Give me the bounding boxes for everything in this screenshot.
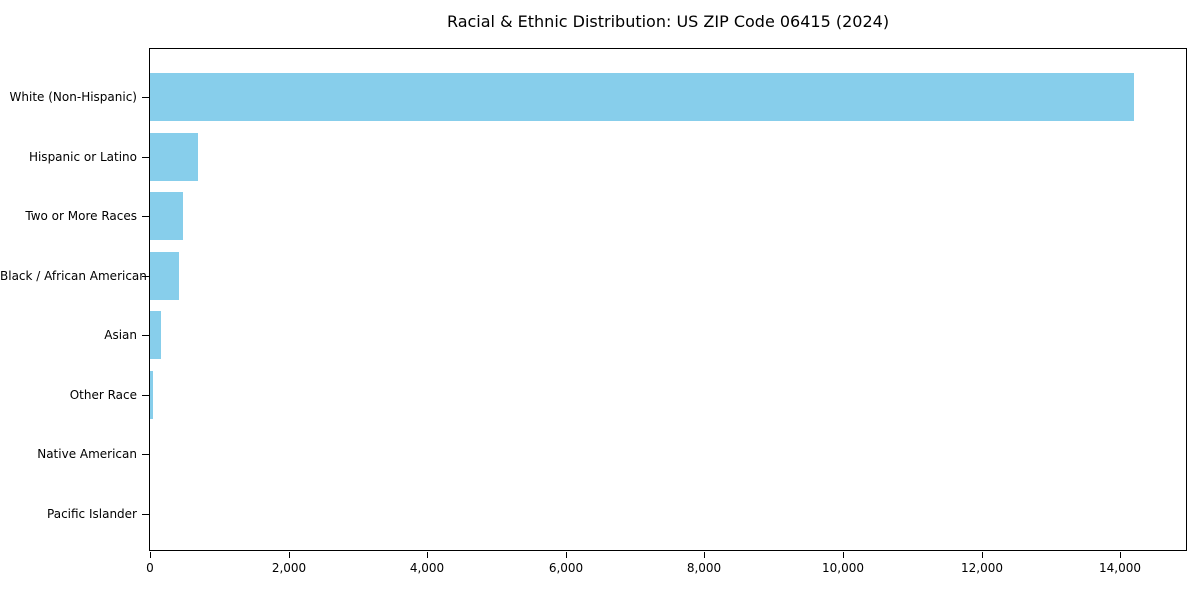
y-axis-label: Two or More Races <box>25 209 137 223</box>
y-axis-label: White (Non-Hispanic) <box>9 90 137 104</box>
x-tick-label: 6,000 <box>548 561 584 575</box>
y-axis-label: Asian <box>104 328 137 342</box>
bar-other-race <box>150 370 153 419</box>
y-tick-mark <box>142 394 149 396</box>
x-tick-mark <box>1120 552 1121 558</box>
bar-asian <box>150 311 161 359</box>
x-tick-label: 8,000 <box>686 561 722 575</box>
y-tick-mark <box>142 97 149 98</box>
bar-black-african-american <box>150 251 179 300</box>
chart-title: Racial & Ethnic Distribution: US ZIP Cod… <box>446 12 890 31</box>
y-tick-mark <box>142 275 149 277</box>
x-tick-label: 14,000 <box>1099 561 1141 575</box>
y-axis-label: Other Race <box>69 387 137 402</box>
plot-area <box>149 48 1187 551</box>
x-tick-label: 12,000 <box>961 561 1003 575</box>
y-tick-mark <box>142 454 149 455</box>
x-tick-mark <box>150 552 151 558</box>
x-tick-label: 4,000 <box>409 561 445 575</box>
y-axis-label: Native American <box>37 447 137 461</box>
x-tick-label: 0 <box>146 561 154 575</box>
bar-hispanic-or-latino <box>150 132 198 181</box>
x-tick-label: 10,000 <box>822 561 864 575</box>
bar-two-or-more-races <box>150 192 183 240</box>
y-tick-mark <box>142 216 149 217</box>
y-axis-label: Black / African American <box>0 268 147 283</box>
x-tick-label: 2,000 <box>271 561 307 575</box>
x-tick-mark <box>566 552 567 558</box>
x-tick-mark <box>704 552 705 558</box>
y-tick-mark <box>142 513 149 515</box>
x-tick-mark <box>843 552 844 558</box>
x-tick-mark <box>427 552 428 558</box>
y-axis-label: Pacific Islander <box>47 506 137 521</box>
y-axis-label: Hispanic or Latino <box>28 149 137 164</box>
bar-white-non-hispanic <box>150 73 1134 121</box>
y-tick-mark <box>142 156 149 158</box>
x-tick-mark <box>982 552 983 558</box>
y-tick-mark <box>142 335 149 336</box>
x-tick-mark <box>289 552 290 558</box>
